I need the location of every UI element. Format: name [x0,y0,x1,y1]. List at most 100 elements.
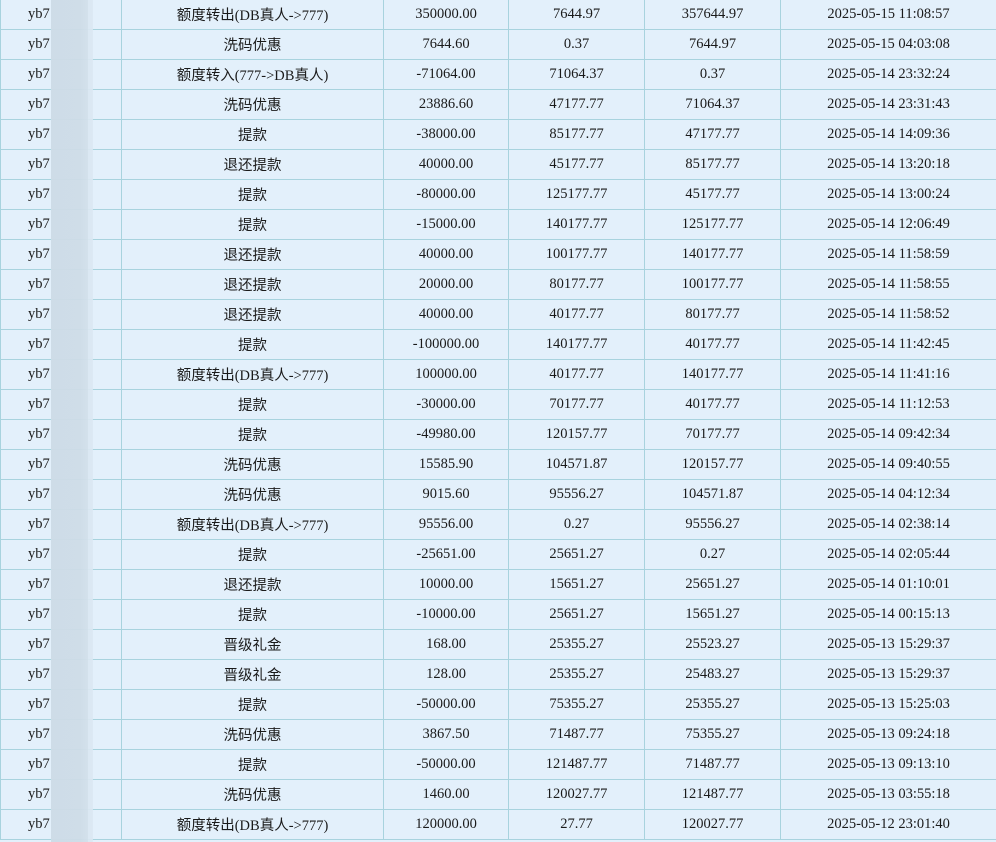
cell-type: 退还提款 [121,299,384,330]
table-row[interactable]: yb7 提款 -10000.00 25651.27 15651.27 2025-05-14… [0,599,996,630]
table-row[interactable]: yb7 退还提款 40000.00 40177.77 80177.77 2025-05-1… [0,299,996,330]
table-row[interactable]: yb7 额度转入(777->DB真人) -71064.00 71064.37 0.37 2… [0,59,996,90]
cell-amount: 168.00 [383,629,509,660]
cell-account: yb7 [0,299,122,330]
cell-account: yb7 [0,389,122,420]
cell-account: yb7 [0,329,122,360]
cell-type: 退还提款 [121,269,384,300]
cell-time: 2025-05-13 15:25:03 [780,689,996,720]
cell-type: 退还提款 [121,149,384,180]
cell-type: 洗码优惠 [121,29,384,60]
table-row[interactable]: yb7 额度转出(DB真人->777) 100000.00 40177.77 14017… [0,359,996,390]
cell-amount: -100000.00 [383,329,509,360]
cell-balance-before: 25651.27 [508,539,645,570]
cell-balance-before: 140177.77 [508,329,645,360]
cell-balance-after: 85177.77 [644,149,781,180]
table-row[interactable]: yb7 额度转出(DB真人->777) 95556.00 0.27 95556.27 20… [0,509,996,540]
cell-balance-after: 120027.77 [644,809,781,840]
cell-amount: 20000.00 [383,269,509,300]
cell-time: 2025-05-13 03:55:18 [780,779,996,810]
cell-account: yb7 [0,0,122,30]
table-row[interactable]: yb7 晋级礼金 168.00 25355.27 25523.27 2025-05-13 … [0,629,996,660]
table-row[interactable]: yb7 洗码优惠 3867.50 71487.77 75355.27 2025-05-13… [0,719,996,750]
cell-account: yb7 [0,539,122,570]
cell-amount: -80000.00 [383,179,509,210]
table-row[interactable]: yb7 提款 -100000.00 140177.77 40177.77 2025-05-… [0,329,996,360]
cell-time: 2025-05-14 00:15:13 [780,599,996,630]
cell-balance-before: 25355.27 [508,629,645,660]
cell-type: 额度转出(DB真人->777) [121,0,384,30]
cell-balance-after: 357644.97 [644,0,781,30]
cell-account: yb7 [0,509,122,540]
cell-balance-before: 100177.77 [508,239,645,270]
cell-balance-after: 45177.77 [644,179,781,210]
cell-account: yb7 [0,719,122,750]
cell-account: yb7 [0,749,122,780]
cell-type: 提款 [121,389,384,420]
cell-balance-after: 121487.77 [644,779,781,810]
table-row[interactable]: yb7 额度转出(DB真人->777) 120000.00 27.77 120027.7… [0,809,996,840]
table-row[interactable]: yb7 提款 -25651.00 25651.27 0.27 2025-05-14 02:… [0,539,996,570]
cell-amount: -30000.00 [383,389,509,420]
cell-type: 额度转入(777->DB真人) [121,59,384,90]
table-row[interactable]: yb7 洗码优惠 9015.60 95556.27 104571.87 2025-05-1… [0,479,996,510]
table-row[interactable]: yb7 提款 -80000.00 125177.77 45177.77 2025-05-1… [0,179,996,210]
table-row[interactable]: yb7 洗码优惠 1460.00 120027.77 121487.77 2025-05-… [0,779,996,810]
cell-balance-before: 120027.77 [508,779,645,810]
table-row[interactable]: yb7 退还提款 40000.00 100177.77 140177.77 2025-05… [0,239,996,270]
cell-time: 2025-05-14 02:38:14 [780,509,996,540]
cell-amount: 3867.50 [383,719,509,750]
table-row[interactable]: yb7 退还提款 10000.00 15651.27 25651.27 2025-05-1… [0,569,996,600]
cell-time: 2025-05-14 04:12:34 [780,479,996,510]
cell-amount: -15000.00 [383,209,509,240]
cell-balance-before: 0.27 [508,509,645,540]
cell-amount-highlighted: 120000.00 [383,809,509,840]
cell-amount: 128.00 [383,659,509,690]
table-row[interactable]: yb7 退还提款 40000.00 45177.77 85177.77 2025-05-1… [0,149,996,180]
cell-time: 2025-05-14 23:31:43 [780,89,996,120]
table-row[interactable]: yb7 洗码优惠 15585.90 104571.87 120157.77 2025-05… [0,449,996,480]
cell-type: 提款 [121,179,384,210]
cell-amount-highlighted: 350000.00 [383,0,509,30]
cell-balance-before: 15651.27 [508,569,645,600]
cell-amount: -49980.00 [383,419,509,450]
cell-account: yb7 [0,659,122,690]
cell-amount: -38000.00 [383,119,509,150]
table-row[interactable]: yb7 提款 -30000.00 70177.77 40177.77 2025-05-14… [0,389,996,420]
table-row[interactable]: yb7 提款 -50000.00 121487.77 71487.77 2025-05-1… [0,749,996,780]
table-row[interactable]: yb7 提款 -38000.00 85177.77 47177.77 2025-05-14… [0,119,996,150]
cell-amount: -71064.00 [383,59,509,90]
cell-account: yb7 [0,359,122,390]
table-row[interactable]: yb7 洗码优惠 7644.60 0.37 7644.97 2025-05-15 04:0… [0,29,996,60]
table-row[interactable]: yb7 退还提款 20000.00 80177.77 100177.77 2025-05-… [0,269,996,300]
cell-type: 提款 [121,209,384,240]
cell-balance-after: 95556.27 [644,509,781,540]
cell-balance-before: 25355.27 [508,659,645,690]
cell-balance-before: 85177.77 [508,119,645,150]
cell-balance-after: 140177.77 [644,239,781,270]
table-row[interactable]: yb7 提款 -50000.00 75355.27 25355.27 2025-05-13… [0,689,996,720]
cell-balance-before: 70177.77 [508,389,645,420]
table-row[interactable]: yb7 额度转出(DB真人->777) 350000.00 7644.97 357644… [0,0,996,30]
cell-time: 2025-05-14 09:42:34 [780,419,996,450]
cell-balance-before: 71487.77 [508,719,645,750]
cell-balance-before: 47177.77 [508,89,645,120]
cell-type: 提款 [121,419,384,450]
cell-time: 2025-05-13 15:29:37 [780,629,996,660]
cell-time: 2025-05-14 12:06:49 [780,209,996,240]
cell-amount: -25651.00 [383,539,509,570]
cell-type: 提款 [121,749,384,780]
cell-time: 2025-05-13 09:13:10 [780,749,996,780]
cell-amount: 10000.00 [383,569,509,600]
cell-balance-after: 0.27 [644,539,781,570]
table-row[interactable]: yb7 洗码优惠 23886.60 47177.77 71064.37 2025-05-1… [0,89,996,120]
cell-balance-after: 120157.77 [644,449,781,480]
table-row[interactable]: yb7 晋级礼金 128.00 25355.27 25483.27 2025-05-13 … [0,659,996,690]
table-row[interactable]: yb7 提款 -15000.00 140177.77 125177.77 2025-05-… [0,209,996,240]
cell-account: yb7 [0,149,122,180]
cell-account: yb7 [0,119,122,150]
cell-balance-before: 121487.77 [508,749,645,780]
table-row[interactable]: yb7 提款 -49980.00 120157.77 70177.77 2025-05-1… [0,419,996,450]
